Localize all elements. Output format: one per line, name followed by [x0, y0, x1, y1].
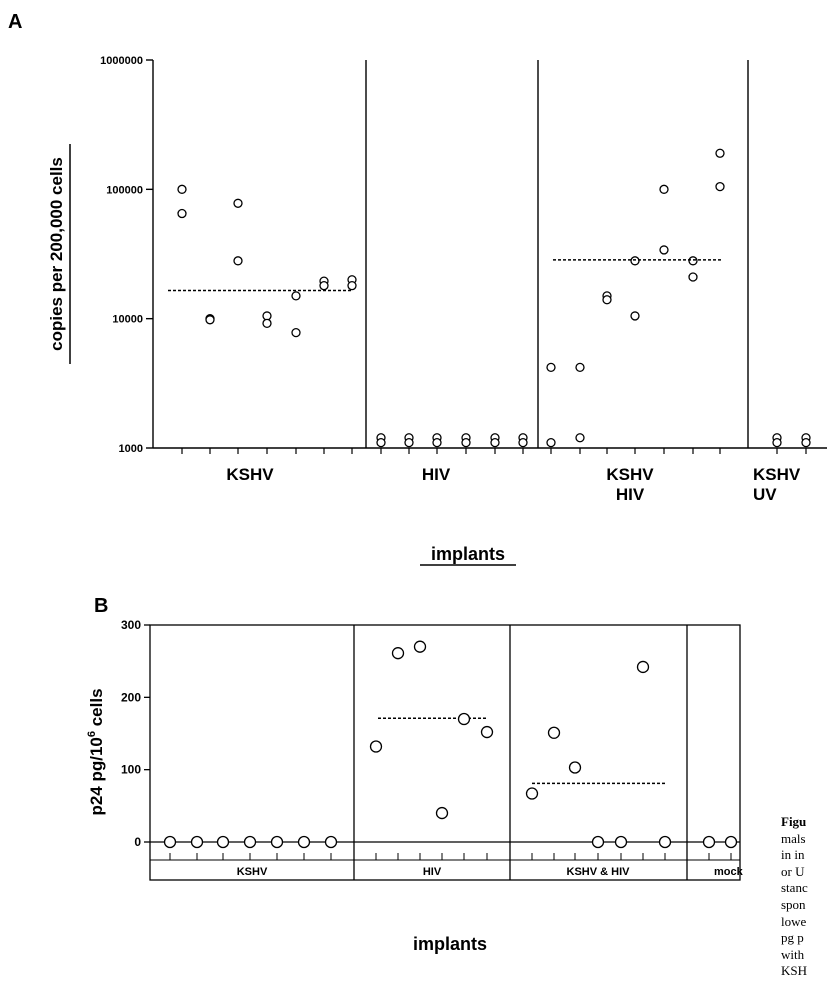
data-point — [772, 437, 782, 448]
data-point — [659, 184, 669, 194]
caption-fragment: spon — [781, 897, 806, 912]
data-point — [435, 806, 449, 820]
data-point — [216, 835, 230, 849]
group-label: KSHV — [753, 465, 801, 484]
group-label: KSHV & HIV — [567, 866, 631, 878]
data-point — [575, 433, 585, 443]
y-tick-label: 1000 — [119, 443, 143, 455]
data-point — [324, 835, 338, 849]
caption-fragment: or U — [781, 864, 805, 879]
data-point — [568, 761, 582, 774]
data-point — [413, 640, 427, 653]
data-point — [369, 740, 383, 753]
data-point — [205, 315, 215, 325]
data-point — [715, 181, 725, 192]
data-point — [490, 437, 500, 448]
data-point — [575, 362, 585, 373]
panel-a-label: A — [8, 11, 22, 33]
data-point — [518, 437, 528, 448]
data-point — [602, 295, 612, 305]
y-tick-label: 200 — [121, 690, 141, 704]
data-point — [525, 787, 539, 800]
data-point — [591, 835, 605, 849]
data-point — [270, 835, 284, 849]
group-label: mock — [714, 866, 744, 878]
group-label: KSHV — [606, 465, 654, 484]
data-point — [391, 647, 405, 660]
data-point — [233, 256, 243, 266]
y-axis-label: p24 pg/106 cells — [86, 688, 106, 815]
data-point — [715, 148, 725, 158]
data-point — [636, 660, 650, 674]
data-point — [702, 835, 716, 849]
y-axis-label-superscript: 6 — [86, 731, 98, 737]
y-tick-label: 100000 — [106, 184, 143, 196]
data-point — [688, 256, 698, 266]
data-point — [291, 327, 301, 338]
panel-b-label: B — [94, 595, 108, 617]
data-point — [233, 198, 243, 208]
caption-fragment: lowe — [781, 914, 807, 929]
data-point — [688, 272, 698, 282]
group-label: HIV — [616, 485, 645, 504]
y-tick-label: 100 — [121, 763, 141, 777]
group-label: UV — [753, 485, 777, 504]
data-point — [659, 245, 669, 255]
data-point — [546, 437, 556, 448]
data-point — [243, 835, 257, 849]
caption-fragment: KSH — [781, 963, 807, 978]
data-point — [177, 184, 187, 194]
data-point — [297, 835, 311, 849]
data-point — [614, 835, 628, 849]
data-point — [658, 835, 672, 849]
data-point — [547, 726, 561, 739]
group-label: KSHV — [237, 866, 268, 878]
y-tick-label: 300 — [121, 618, 141, 632]
caption-fragment: pg p — [781, 930, 804, 945]
data-point — [319, 281, 329, 291]
data-point — [461, 437, 471, 448]
data-point — [291, 291, 301, 301]
data-point — [480, 725, 494, 739]
group-label: HIV — [422, 465, 451, 484]
y-axis-label: copies per 200,000 cells — [47, 157, 66, 351]
data-point — [630, 311, 640, 321]
group-label: HIV — [423, 866, 442, 878]
y-tick-label: 0 — [134, 835, 141, 849]
data-point — [724, 835, 738, 849]
group-label: KSHV — [226, 465, 274, 484]
data-point — [347, 281, 357, 291]
data-point — [801, 437, 811, 448]
caption-fragment: with — [781, 947, 805, 962]
panel-b: B 0 100 200 300 p24 pg/106 cells KSHV HIV KSHV &… — [86, 595, 744, 954]
data-point — [457, 712, 471, 726]
y-axis-label-suffix: cells — [87, 688, 106, 731]
x-axis-label: implants — [413, 934, 487, 954]
data-point — [163, 835, 177, 849]
caption-fragment: mals — [781, 831, 806, 846]
data-point — [630, 256, 640, 266]
data-point — [546, 362, 556, 373]
data-point — [262, 318, 272, 329]
panel-a: A 1000 10000 100000 1000000 copies per 200,00… — [8, 11, 827, 566]
caption-fragment: Figu — [781, 814, 806, 829]
caption-fragment: stanc — [781, 880, 808, 895]
data-point — [177, 208, 187, 219]
y-tick-label: 1000000 — [100, 55, 143, 67]
plot-frame — [149, 624, 741, 881]
x-axis-label: implants — [431, 544, 505, 564]
data-point — [376, 437, 386, 448]
data-point — [432, 437, 442, 448]
data-point — [404, 437, 414, 448]
caption-fragment: in in — [781, 847, 805, 862]
y-tick-label: 10000 — [112, 314, 143, 326]
y-axis-label-text: p24 pg/10 — [87, 737, 106, 815]
data-point — [190, 835, 204, 849]
